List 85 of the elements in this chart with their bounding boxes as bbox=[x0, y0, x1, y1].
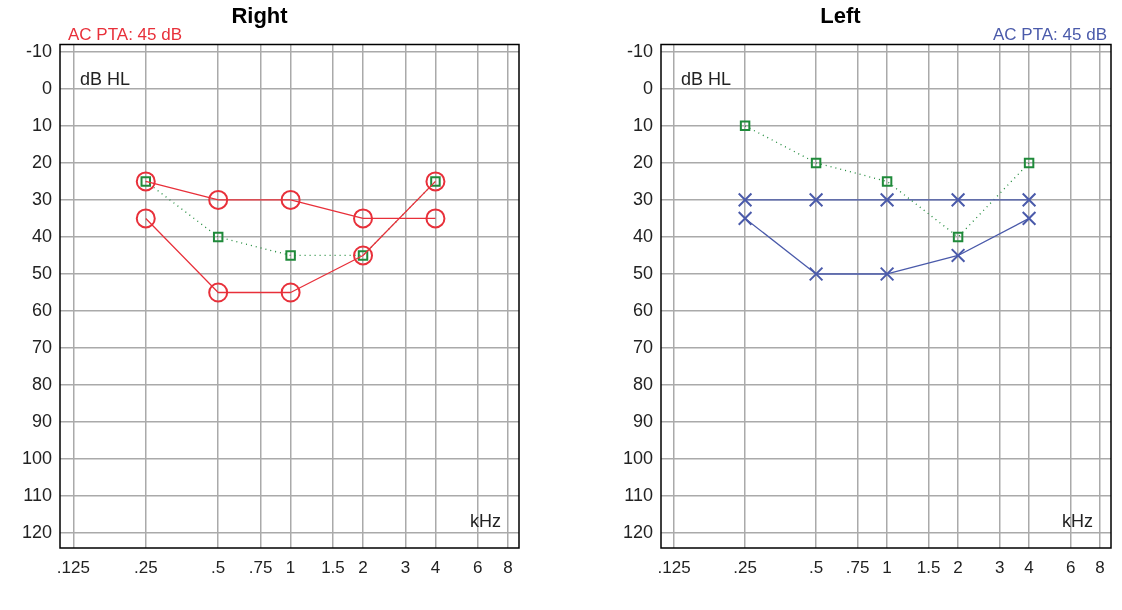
x-tick-label: 2 bbox=[953, 557, 963, 577]
y-tick-label: 110 bbox=[624, 485, 653, 506]
point bbox=[950, 248, 966, 263]
x-tick-label: .5 bbox=[211, 557, 226, 577]
point bbox=[353, 245, 374, 266]
x-tick-label: 3 bbox=[994, 557, 1005, 577]
y-tick-label: 50 bbox=[31, 262, 52, 283]
y-tick-label: 110 bbox=[23, 485, 52, 506]
point bbox=[808, 192, 824, 208]
x-tick-label: .25 bbox=[733, 557, 757, 577]
point bbox=[1021, 192, 1037, 208]
point bbox=[212, 231, 224, 243]
point bbox=[881, 176, 893, 187]
x-tick-label: 3 bbox=[400, 557, 411, 577]
point bbox=[280, 282, 301, 303]
x-tick-label: 8 bbox=[1095, 557, 1105, 577]
point bbox=[950, 192, 966, 208]
point bbox=[135, 208, 156, 229]
x-tick-label: 6 bbox=[473, 557, 483, 577]
y-tick-label: 10 bbox=[632, 114, 653, 135]
y-tick-label: 100 bbox=[21, 448, 52, 469]
point bbox=[1021, 211, 1037, 226]
x-tick-label: 4 bbox=[1024, 557, 1034, 577]
point bbox=[879, 192, 895, 208]
point bbox=[280, 189, 301, 210]
text: AC PTA: 45 dB bbox=[68, 24, 183, 44]
y-axis-title: dB HL bbox=[681, 68, 732, 89]
y-tick-label: 120 bbox=[622, 522, 653, 543]
chart-title: Left bbox=[820, 3, 862, 29]
x-tick-label: 1 bbox=[882, 557, 892, 577]
y-tick-label: 70 bbox=[632, 337, 653, 358]
y-tick-label: -10 bbox=[626, 40, 653, 61]
y-tick-label: 80 bbox=[31, 374, 52, 395]
point bbox=[425, 208, 446, 229]
y-tick-label: 0 bbox=[41, 77, 52, 98]
point bbox=[737, 192, 753, 208]
point bbox=[737, 211, 753, 226]
x-tick-label: 1.5 bbox=[321, 557, 345, 577]
x-tick-label: 2 bbox=[358, 557, 368, 577]
point bbox=[1023, 157, 1035, 169]
point bbox=[879, 266, 895, 282]
y-axis-title: dB HL bbox=[80, 68, 131, 89]
x-tick-label: 4 bbox=[430, 557, 441, 577]
y-tick-label: 80 bbox=[632, 374, 653, 395]
y-tick-label: 120 bbox=[21, 522, 52, 543]
x-axis-title: kHz bbox=[470, 511, 501, 532]
point bbox=[952, 231, 964, 243]
y-tick-label: 30 bbox=[632, 188, 653, 209]
x-tick-label: 8 bbox=[503, 557, 513, 577]
x-tick-label: .75 bbox=[248, 557, 273, 577]
y-tick-label: 40 bbox=[31, 225, 52, 246]
y-tick-label: -10 bbox=[25, 40, 52, 61]
y-tick-label: 20 bbox=[31, 151, 52, 172]
point bbox=[285, 250, 296, 261]
x-tick-label: 1 bbox=[285, 557, 296, 577]
point bbox=[739, 120, 751, 132]
x-axis-title: kHz bbox=[1062, 511, 1093, 532]
y-tick-label: 10 bbox=[31, 114, 52, 135]
point bbox=[353, 208, 374, 229]
x-tick-label: 6 bbox=[1065, 557, 1076, 577]
point bbox=[208, 282, 229, 303]
text: AC PTA: 45 dB bbox=[992, 24, 1107, 44]
y-tick-label: 100 bbox=[622, 448, 653, 469]
y-tick-label: 40 bbox=[632, 225, 653, 246]
point bbox=[208, 189, 229, 210]
x-tick-label: .125 bbox=[56, 557, 90, 577]
chart-title: Right bbox=[231, 3, 289, 29]
point bbox=[808, 266, 824, 282]
point bbox=[425, 171, 446, 192]
x-tick-label: .75 bbox=[845, 557, 870, 577]
point bbox=[810, 157, 822, 169]
x-tick-label: .5 bbox=[809, 557, 824, 577]
point bbox=[135, 171, 156, 192]
y-tick-label: 0 bbox=[642, 77, 653, 98]
y-tick-label: 90 bbox=[632, 411, 653, 432]
x-tick-label: .125 bbox=[657, 557, 691, 577]
y-tick-label: 20 bbox=[632, 151, 653, 172]
x-tick-label: 1.5 bbox=[916, 557, 941, 577]
y-tick-label: 60 bbox=[632, 299, 653, 320]
x-tick-label: .25 bbox=[133, 557, 158, 577]
y-tick-label: 90 bbox=[31, 411, 52, 432]
y-tick-label: 50 bbox=[632, 262, 653, 283]
y-tick-label: 70 bbox=[31, 337, 52, 358]
y-tick-label: 60 bbox=[31, 299, 52, 320]
y-tick-label: 30 bbox=[31, 188, 52, 209]
